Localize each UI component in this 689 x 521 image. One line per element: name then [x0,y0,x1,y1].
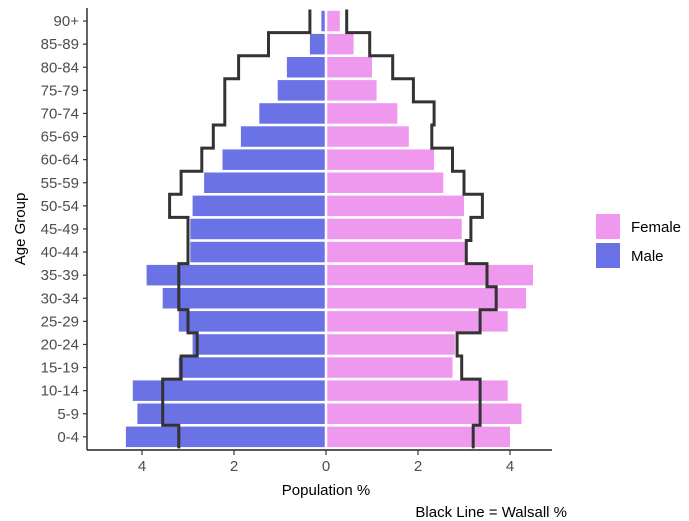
chart-caption: Black Line = Walsall % [415,504,567,521]
legend-swatch-male [596,243,620,268]
y-tick-label-65-69: 65-69 [41,129,79,146]
x-tick-label-1: 2 [230,458,238,475]
bar-male-85-89 [309,33,326,55]
y-tick-label-0-4: 0-4 [57,429,79,446]
y-tick-label-30-34: 30-34 [41,290,79,307]
y-tick-label-20-24: 20-24 [41,336,79,353]
bar-male-60-64 [222,149,326,170]
x-tick-label-3: 2 [414,458,422,475]
y-tick-label-75-79: 75-79 [41,82,79,99]
bar-male-15-19 [178,357,326,378]
legend-swatch-female [596,214,620,239]
legend-label-female: Female [631,219,681,236]
bar-male-75-79 [277,80,326,101]
y-tick-label-85-89: 85-89 [41,36,79,53]
bar-male-80-84 [286,57,326,78]
bar-male-25-29 [178,311,326,332]
y-tick-label-90+: 90+ [54,13,80,30]
y-tick-label-80-84: 80-84 [41,59,79,76]
y-tick-label-60-64: 60-64 [41,152,79,169]
x-tick-label-0: 4 [138,458,146,475]
y-tick-label-55-59: 55-59 [41,175,79,192]
bar-female-15-19 [326,357,453,378]
bar-male-55-59 [204,172,326,193]
bar-male-35-39 [146,264,326,286]
bar-female-60-64 [326,149,435,170]
bar-male-20-24 [192,334,326,355]
y-tick-label-5-9: 5-9 [57,406,79,423]
bar-female-25-29 [326,311,508,332]
bar-female-20-24 [326,334,455,355]
bar-female-30-34 [326,288,527,309]
bar-male-10-14 [132,380,326,401]
bar-male-0-4 [125,426,327,448]
legend-label-male: Male [631,248,664,265]
walsall-line-female [345,9,498,449]
bar-male-90+ [321,10,326,32]
bar-female-50-54 [326,195,464,217]
x-tick-label-4: 4 [506,458,514,475]
bar-female-90+ [326,10,340,32]
bar-male-40-44 [190,241,326,263]
x-axis-title: Population % [282,482,370,499]
bar-female-35-39 [326,264,533,286]
bar-female-65-69 [326,126,409,147]
bar-female-85-89 [326,33,354,55]
bar-female-55-59 [326,172,444,193]
bar-female-40-44 [326,241,467,263]
bar-female-70-74 [326,103,398,124]
x-ticks-layer: 4 2 0 2 4 [138,450,514,475]
y-tick-label-15-19: 15-19 [41,360,79,377]
bar-male-5-9 [137,403,326,424]
walsall-reference-layer [161,9,498,449]
y-tick-label-45-49: 45-49 [41,221,79,238]
bar-male-45-49 [190,218,326,240]
bar-male-70-74 [259,103,326,124]
bar-male-65-69 [240,126,326,147]
bar-female-80-84 [326,57,372,78]
legend: Female Male [596,214,681,268]
y-tick-label-50-54: 50-54 [41,198,79,215]
x-tick-label-2: 0 [322,458,330,475]
y-tick-label-35-39: 35-39 [41,267,79,284]
y-tick-label-70-74: 70-74 [41,105,79,122]
bar-male-50-54 [192,195,326,217]
y-tick-label-40-44: 40-44 [41,244,79,261]
bar-male-30-34 [162,288,326,309]
y-axis-title: Age Group [12,193,29,266]
walsall-line-male [161,9,312,449]
bar-female-45-49 [326,218,462,240]
bars-layer [125,10,533,448]
y-tick-label-10-14: 10-14 [41,383,79,400]
bar-female-0-4 [326,426,510,448]
bar-female-10-14 [326,380,508,401]
bar-female-5-9 [326,403,522,424]
bar-female-75-79 [326,80,377,101]
y-tick-label-25-29: 25-29 [41,313,79,330]
y-ticks-layer: 0-4 5-9 10-14 15-19 20-24 25-29 30-34 35-39 40-4… [41,13,87,446]
